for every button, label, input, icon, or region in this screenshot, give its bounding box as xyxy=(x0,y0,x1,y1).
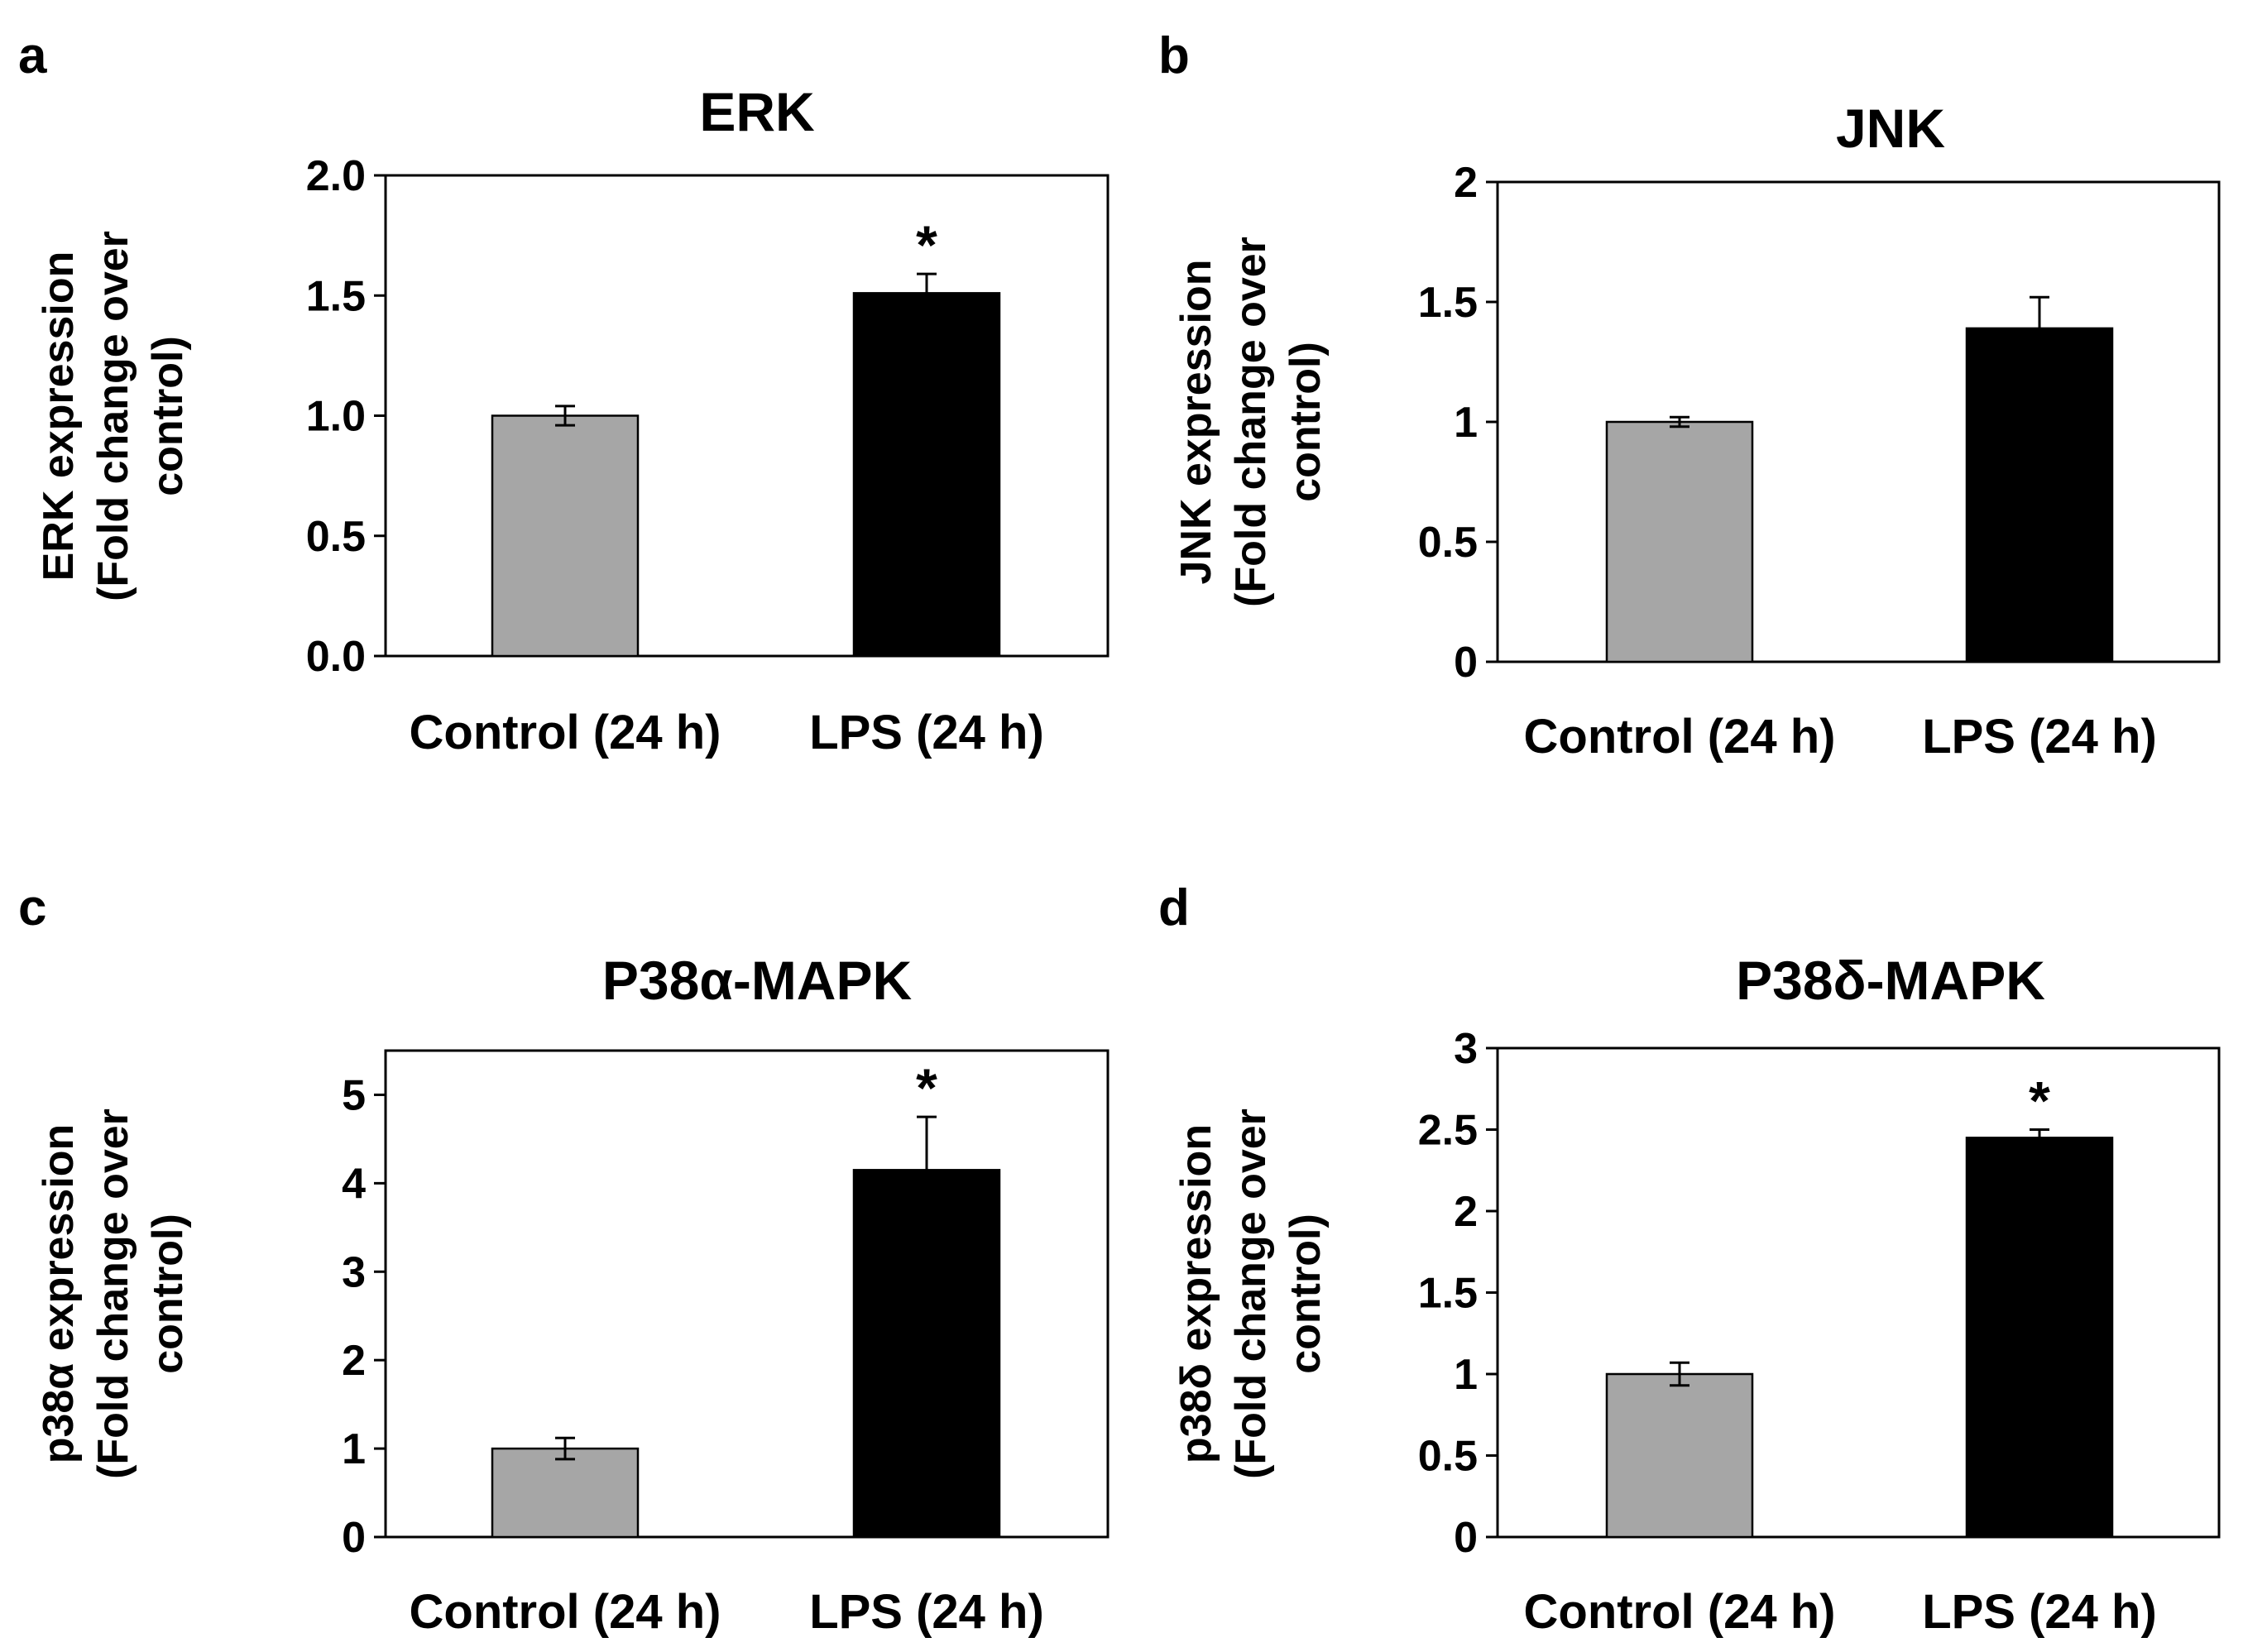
y-tick-label: 0 xyxy=(342,1514,366,1562)
y-axis-label-line: p38δ expression xyxy=(1172,1124,1220,1463)
y-tick-label: 4 xyxy=(342,1160,366,1208)
y-tick-label: 2 xyxy=(1454,159,1478,207)
x-category-label: LPS (24 h) xyxy=(1922,710,2157,764)
y-tick-label: 1 xyxy=(1454,1351,1478,1399)
y-tick-label: 2 xyxy=(342,1337,366,1385)
y-tick-label: 0 xyxy=(1454,639,1478,687)
y-axis-label: p38δ expression (Fold change over control) xyxy=(1172,1109,1330,1479)
significance-marker: * xyxy=(2029,1070,2050,1132)
y-axis-label-line: (Fold change over xyxy=(1227,1109,1275,1479)
chart-panel-a: a ERK 0.0 0.5 1.0 1.5 2.0 ERK expression (Fold c… xyxy=(18,27,1110,759)
y-axis-label-line: (Fold change over xyxy=(1227,237,1275,607)
y-axis-label: p38α expression (Fold change over control) xyxy=(35,1109,192,1479)
chart-title: P38α-MAPK xyxy=(602,950,913,1011)
bar-lps xyxy=(852,292,1001,658)
y-tick-label: 3 xyxy=(342,1248,366,1296)
y-axis-label-line: control) xyxy=(144,336,192,496)
significance-marker: * xyxy=(916,1057,937,1118)
y-tick-label: 3 xyxy=(1454,1025,1478,1073)
y-axis-label: ERK expression (Fold change over control) xyxy=(35,231,192,601)
y-axis-label: JNK expression (Fold change over control) xyxy=(1172,237,1330,607)
x-category-label: Control (24 h) xyxy=(1524,1585,1836,1639)
chart-title: P38δ-MAPK xyxy=(1736,950,2045,1011)
bar-control xyxy=(1605,1372,1754,1539)
bar-control xyxy=(491,1447,640,1539)
panel-letter: c xyxy=(18,879,46,936)
y-tick-label: 1.5 xyxy=(1418,1270,1478,1318)
chart-panel-c: c P38α-MAPK 0 1 2 3 4 5 p38α expression (Fold cha… xyxy=(18,879,1110,1639)
y-axis-label-line: control) xyxy=(1282,1214,1330,1374)
y-tick-label: 1 xyxy=(1454,399,1478,447)
plot-frame xyxy=(384,1049,1110,1539)
significance-marker: * xyxy=(916,214,937,275)
x-category-label: LPS (24 h) xyxy=(809,706,1044,759)
bar-control xyxy=(1605,420,1754,663)
y-axis-label-line: JNK expression xyxy=(1172,259,1220,584)
y-tick-label: 0 xyxy=(1454,1514,1478,1562)
bar-lps xyxy=(1965,1137,2114,1539)
y-axis-label-line: (Fold change over xyxy=(89,231,137,601)
y-tick-label: 2.0 xyxy=(306,152,366,200)
chart-panel-b: b JNK 0 0.5 1 1.5 2 JNK expression (Fold change … xyxy=(1158,27,2221,764)
chart-title: JNK xyxy=(1836,98,1945,159)
bar-control xyxy=(491,414,640,658)
panel-letter: d xyxy=(1158,879,1190,936)
bar-lps xyxy=(1965,327,2114,663)
y-axis-label-line: p38α expression xyxy=(35,1124,83,1464)
y-tick-label: 2 xyxy=(1454,1188,1478,1236)
x-category-label: Control (24 h) xyxy=(410,706,721,759)
x-category-label: Control (24 h) xyxy=(1524,710,1836,764)
y-tick-label: 5 xyxy=(342,1071,366,1119)
y-tick-label: 0.5 xyxy=(306,513,366,561)
panel-letter: b xyxy=(1158,27,1190,84)
y-axis-label-line: control) xyxy=(144,1214,192,1374)
y-tick-label: 1.5 xyxy=(1418,279,1478,327)
y-tick-label: 1.5 xyxy=(306,272,366,320)
y-tick-label: 1 xyxy=(342,1425,366,1473)
x-category-label: LPS (24 h) xyxy=(809,1585,1044,1639)
chart-title: ERK xyxy=(699,81,815,142)
bar-lps xyxy=(852,1169,1001,1539)
y-axis-label-line: ERK expression xyxy=(35,251,83,582)
y-axis-label-line: control) xyxy=(1282,342,1330,502)
x-category-label: LPS (24 h) xyxy=(1922,1585,2157,1639)
y-tick-label: 0.5 xyxy=(1418,1433,1478,1481)
y-tick-label: 0.5 xyxy=(1418,519,1478,567)
x-category-label: Control (24 h) xyxy=(410,1585,721,1639)
chart-panel-d: d P38δ-MAPK 0 0.5 1 1.5 2 2.5 3 p38δ expression (F… xyxy=(1158,879,2221,1639)
y-axis-label-line: (Fold change over xyxy=(89,1109,137,1479)
panel-letter: a xyxy=(18,27,47,84)
y-tick-label: 1.0 xyxy=(306,393,366,441)
y-tick-label: 2.5 xyxy=(1418,1107,1478,1155)
y-tick-label: 0.0 xyxy=(306,633,366,681)
